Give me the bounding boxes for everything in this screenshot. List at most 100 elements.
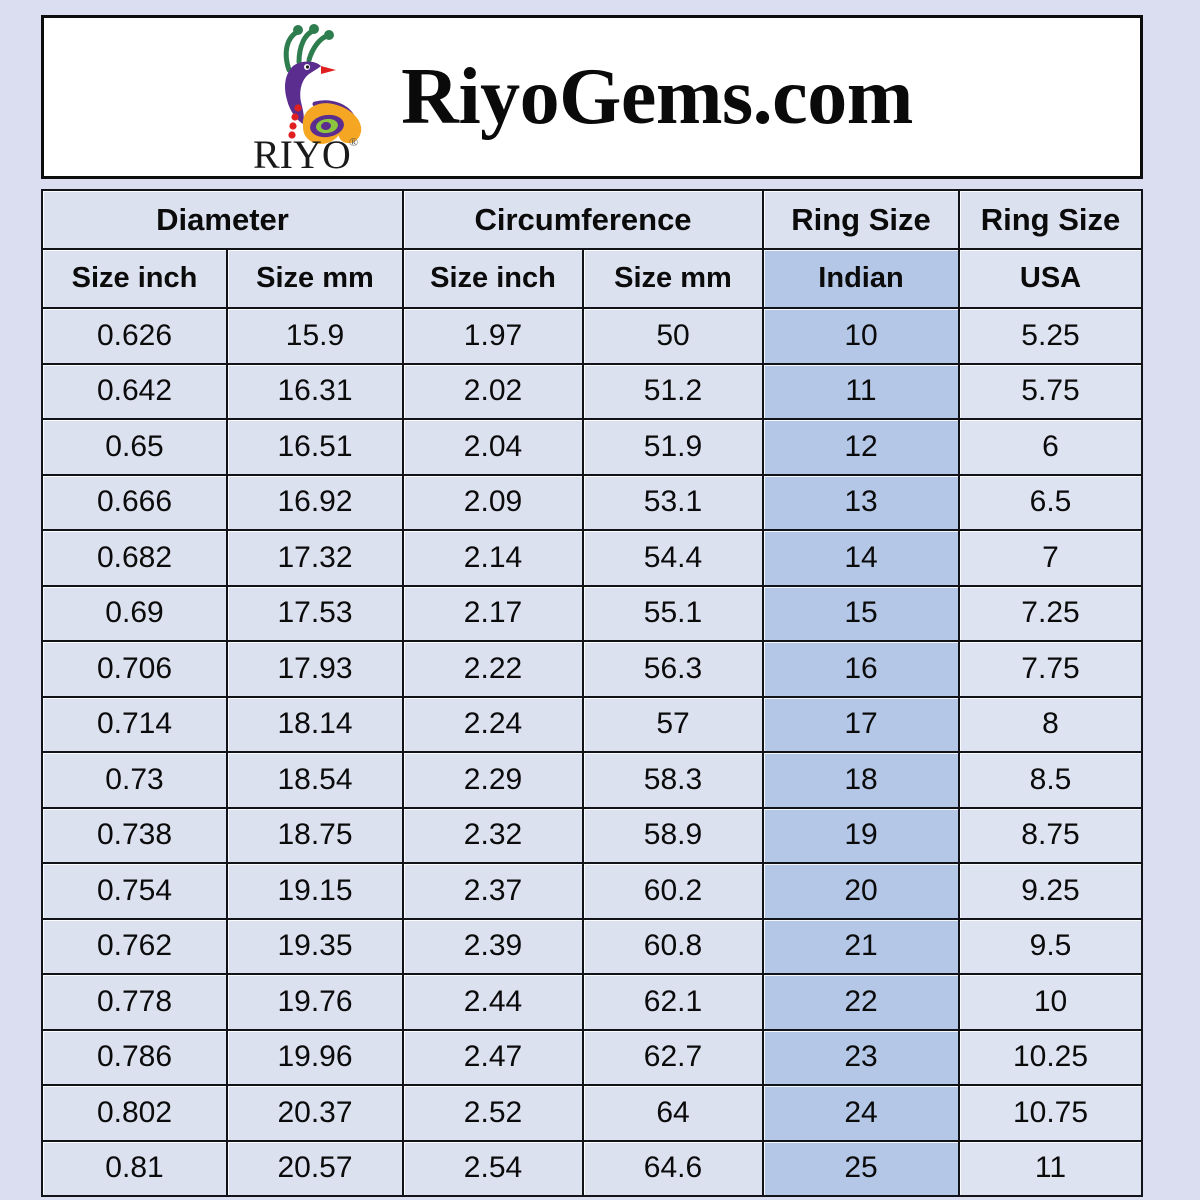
table-body: 0.626 15.9 1.97 50 10 5.25 0.642 16.31 2.02 51.2 1… [41,307,1143,1197]
table-row: 0.682 17.32 2.14 54.4 14 7 [41,529,1143,585]
cell-usa: 6 [958,418,1143,474]
cell-diameter-mm: 17.32 [226,529,402,585]
cell-circumference-mm: 64 [582,1084,762,1140]
cell-circumference-inch: 2.24 [402,695,582,751]
cell-circumference-mm: 58.3 [582,751,762,807]
cell-circumference-mm: 60.2 [582,862,762,918]
cell-diameter-inch: 0.666 [41,473,226,529]
cell-diameter-mm: 18.54 [226,751,402,807]
cell-circumference-inch: 2.09 [402,473,582,529]
sub-header-circumference-mm: Size mm [582,248,762,307]
sub-header-usa: USA [958,248,1143,307]
table-row: 0.642 16.31 2.02 51.2 11 5.75 [41,362,1143,418]
cell-diameter-inch: 0.786 [41,1028,226,1084]
cell-indian: 12 [762,418,958,474]
cell-usa: 7.25 [958,584,1143,640]
cell-diameter-inch: 0.73 [41,751,226,807]
table-sub-header-row: Size inch Size mm Size inch Size mm Indi… [41,248,1143,307]
cell-diameter-inch: 0.65 [41,418,226,474]
cell-diameter-mm: 20.57 [226,1139,402,1197]
group-header-diameter: Diameter [41,189,402,248]
cell-circumference-inch: 2.22 [402,640,582,696]
brand-header: RIYO ® RiyoGems.com [41,15,1143,179]
cell-usa: 5.25 [958,307,1143,363]
cell-circumference-inch: 2.54 [402,1139,582,1197]
cell-indian: 20 [762,862,958,918]
cell-diameter-mm: 17.93 [226,640,402,696]
cell-circumference-mm: 58.9 [582,806,762,862]
sub-header-diameter-mm: Size mm [226,248,402,307]
cell-circumference-mm: 64.6 [582,1139,762,1197]
cell-diameter-mm: 20.37 [226,1084,402,1140]
cell-indian: 14 [762,529,958,585]
cell-indian: 18 [762,751,958,807]
cell-circumference-mm: 55.1 [582,584,762,640]
cell-diameter-inch: 0.81 [41,1139,226,1197]
group-header-circumference: Circumference [402,189,762,248]
brand-name: RiyoGems.com [401,53,913,141]
cell-indian: 10 [762,307,958,363]
cell-usa: 5.75 [958,362,1143,418]
cell-circumference-mm: 51.9 [582,418,762,474]
cell-circumference-mm: 57 [582,695,762,751]
cell-usa: 9.5 [958,917,1143,973]
table-row: 0.626 15.9 1.97 50 10 5.25 [41,307,1143,363]
cell-usa: 6.5 [958,473,1143,529]
table-row: 0.738 18.75 2.32 58.9 19 8.75 [41,806,1143,862]
cell-diameter-mm: 18.14 [226,695,402,751]
cell-diameter-mm: 19.35 [226,917,402,973]
cell-diameter-mm: 19.76 [226,973,402,1029]
table-group-header-row: Diameter Circumference Ring Size Ring Si… [41,189,1143,248]
cell-diameter-inch: 0.642 [41,362,226,418]
cell-indian: 16 [762,640,958,696]
cell-diameter-mm: 16.92 [226,473,402,529]
cell-circumference-mm: 56.3 [582,640,762,696]
logo-trademark-symbol: ® [349,135,358,149]
cell-indian: 24 [762,1084,958,1140]
cell-diameter-inch: 0.738 [41,806,226,862]
cell-circumference-mm: 62.1 [582,973,762,1029]
cell-circumference-inch: 2.02 [402,362,582,418]
cell-usa: 10.25 [958,1028,1143,1084]
cell-diameter-inch: 0.802 [41,1084,226,1140]
cell-diameter-mm: 19.96 [226,1028,402,1084]
sub-header-diameter-inch: Size inch [41,248,226,307]
cell-circumference-inch: 2.37 [402,862,582,918]
cell-indian: 13 [762,473,958,529]
cell-indian: 17 [762,695,958,751]
table-row: 0.754 19.15 2.37 60.2 20 9.25 [41,862,1143,918]
cell-circumference-inch: 2.44 [402,973,582,1029]
cell-diameter-inch: 0.714 [41,695,226,751]
table-row: 0.786 19.96 2.47 62.7 23 10.25 [41,1028,1143,1084]
table-row: 0.762 19.35 2.39 60.8 21 9.5 [41,917,1143,973]
cell-circumference-mm: 62.7 [582,1028,762,1084]
group-header-ring-size-indian: Ring Size [762,189,958,248]
cell-diameter-inch: 0.69 [41,584,226,640]
cell-diameter-inch: 0.762 [41,917,226,973]
cell-diameter-mm: 19.15 [226,862,402,918]
table-row: 0.65 16.51 2.04 51.9 12 6 [41,418,1143,474]
table-row: 0.666 16.92 2.09 53.1 13 6.5 [41,473,1143,529]
peacock-logo-icon: RIYO ® [243,22,383,172]
cell-diameter-inch: 0.706 [41,640,226,696]
table-row: 0.73 18.54 2.29 58.3 18 8.5 [41,751,1143,807]
brand-inner: RIYO ® RiyoGems.com [243,22,913,172]
cell-diameter-inch: 0.682 [41,529,226,585]
cell-usa: 8.5 [958,751,1143,807]
cell-usa: 10.75 [958,1084,1143,1140]
ring-size-table: Diameter Circumference Ring Size Ring Si… [41,189,1143,1197]
cell-circumference-mm: 60.8 [582,917,762,973]
cell-circumference-inch: 2.14 [402,529,582,585]
cell-circumference-inch: 2.47 [402,1028,582,1084]
cell-diameter-mm: 18.75 [226,806,402,862]
cell-circumference-inch: 2.29 [402,751,582,807]
cell-diameter-mm: 15.9 [226,307,402,363]
cell-circumference-inch: 2.52 [402,1084,582,1140]
cell-diameter-mm: 16.51 [226,418,402,474]
table-row: 0.706 17.93 2.22 56.3 16 7.75 [41,640,1143,696]
cell-diameter-inch: 0.626 [41,307,226,363]
cell-indian: 19 [762,806,958,862]
cell-usa: 8 [958,695,1143,751]
cell-diameter-mm: 16.31 [226,362,402,418]
cell-usa: 11 [958,1139,1143,1197]
